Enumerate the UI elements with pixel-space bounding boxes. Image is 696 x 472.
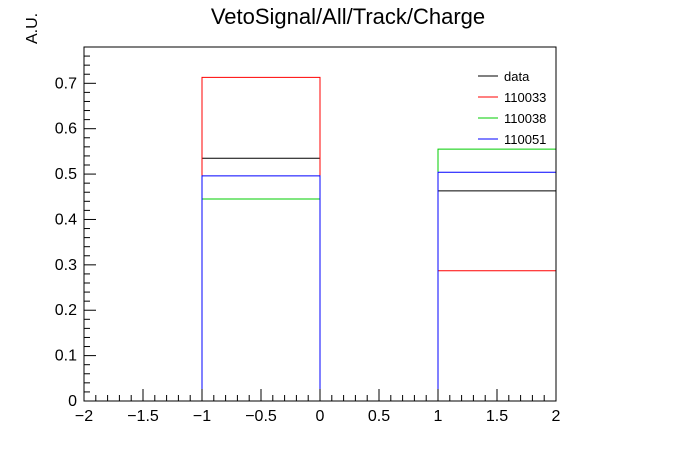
x-tick-label: −0.5 (245, 408, 277, 425)
series-line-110051 (84, 171, 557, 402)
x-tick-label: 0 (316, 408, 325, 425)
x-tick-label: −1 (193, 408, 211, 425)
y-tick-label: 0.1 (55, 348, 77, 365)
x-tick-label: 1.5 (486, 408, 508, 425)
y-tick-label: 0.5 (55, 166, 77, 183)
legend-label-110051: 110051 (504, 132, 546, 147)
x-tick-label: 0.5 (368, 408, 390, 425)
x-tick-label: −1.5 (127, 408, 159, 425)
y-tick-label: 0.3 (55, 257, 77, 274)
y-tick-label: 0.6 (55, 121, 77, 138)
axes-layer: −2 −1.5 −1 −0.5 0 0.5 1 1.5 2 0 0.1 0.2 0.3 0.4 0.5 0.6… (55, 46, 561, 425)
x-tick-label: 2 (552, 408, 561, 425)
y-tick-label: 0.4 (55, 211, 77, 228)
y-tick-label: 0.7 (55, 75, 77, 92)
legend: data 110033 110038 110051 (478, 69, 546, 147)
y-tick-label: 0 (68, 393, 77, 410)
y-tick-label: 0.2 (55, 302, 77, 319)
legend-label-110038: 110038 (504, 111, 546, 126)
legend-label-data: data (504, 69, 530, 84)
chart-title: VetoSignal/All/Track/Charge (210, 4, 486, 29)
x-tick-label: −2 (75, 408, 93, 425)
x-tick-label: 1 (434, 408, 443, 425)
series-layer (84, 76, 557, 402)
legend-label-110033: 110033 (504, 90, 546, 105)
